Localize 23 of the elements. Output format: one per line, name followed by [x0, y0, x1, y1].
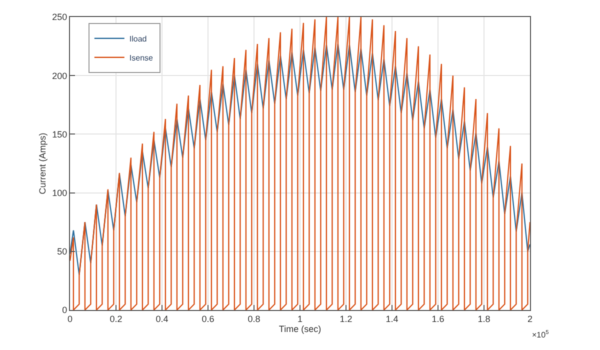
- text: ×10$^{5}$: [532, 330, 549, 340]
- y-tick-label: 150: [52, 129, 68, 140]
- y-tick-label: 250: [52, 12, 68, 22]
- x-tick-label: 1.6: [432, 314, 444, 324]
- x-tick-label: 1.8: [478, 314, 490, 324]
- line-series: [70, 43, 530, 276]
- line-series: [70, 17, 530, 310]
- x-tick-label: 0.6: [202, 314, 214, 324]
- y-tick-label: 100: [52, 188, 68, 198]
- x-tick-label: 1.4: [386, 314, 398, 324]
- x-tick-label: 1: [297, 314, 303, 324]
- x-axis-title: Time (sec): [278, 324, 322, 334]
- y-axis-title: Current (Amps): [38, 132, 48, 194]
- x-tick-label: 2: [527, 314, 533, 324]
- legend-label: Iload: [129, 34, 147, 44]
- x-tick-label: 1.2: [340, 314, 352, 324]
- y-tick-label: 50: [57, 246, 68, 257]
- legend-label: Isense: [129, 53, 154, 62]
- x-tick-label: 0.4: [156, 314, 168, 324]
- x-tick-label: 0.8: [248, 314, 260, 324]
- y-tick-label: 200: [52, 70, 68, 81]
- y-tick-label: 0: [62, 305, 68, 316]
- x-tick-label: 0.2: [110, 314, 122, 324]
